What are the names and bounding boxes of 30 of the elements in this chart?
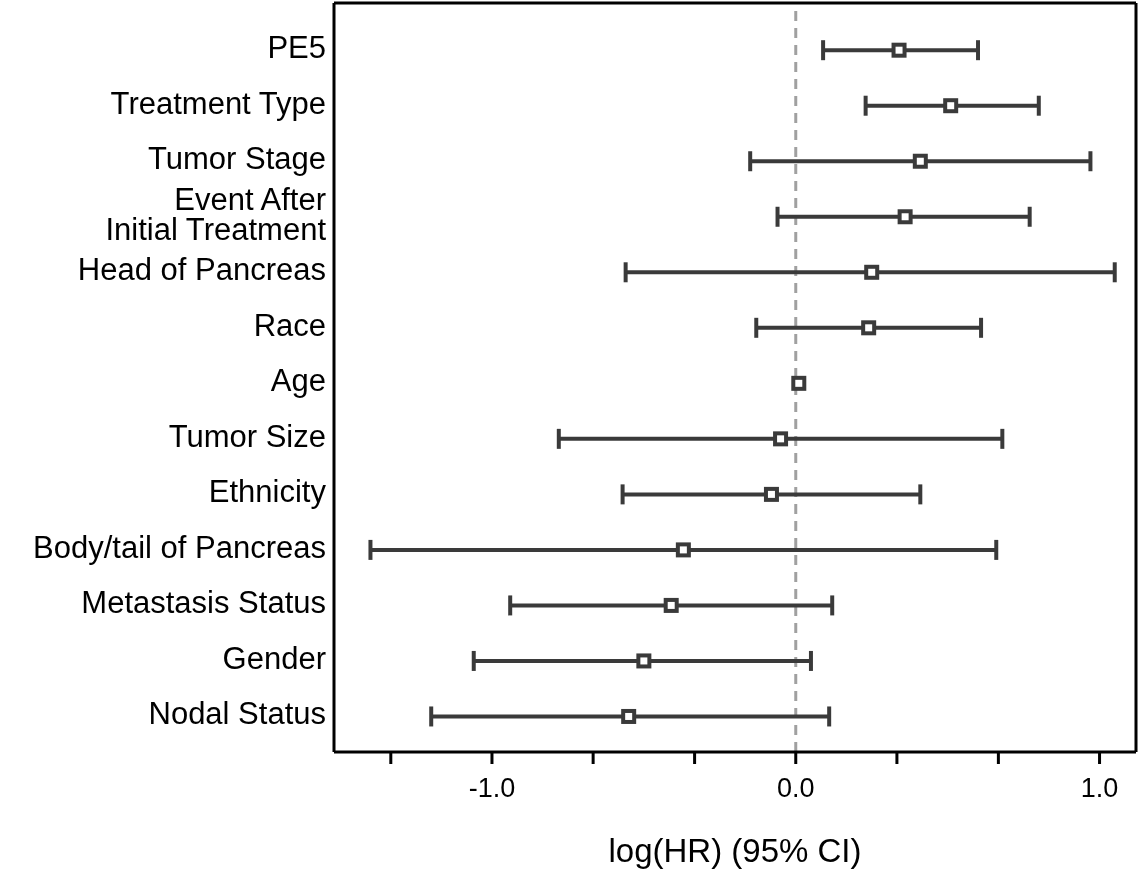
point [636, 653, 652, 669]
point [791, 375, 807, 391]
y-tick-label: Tumor Size [168, 418, 326, 454]
y-tick-label: Age [270, 363, 326, 399]
y-tick-label: Ethnicity [208, 474, 327, 510]
y-tick-label: Race [253, 307, 326, 343]
y-tick-label: Tumor Stage [147, 141, 326, 177]
y-tick-label: Nodal Status [148, 696, 326, 732]
point [675, 542, 691, 558]
x-tick-label: -1.0 [468, 773, 516, 804]
y-tick-label: Body/tail of Pancreas [33, 529, 326, 565]
y-tick-label: Head of Pancreas [77, 252, 326, 288]
y-tick-label: Treatment Type [110, 85, 326, 121]
point [621, 708, 637, 724]
point [891, 42, 907, 58]
point [773, 431, 789, 447]
y-tick-label: Gender [222, 640, 326, 676]
point [864, 264, 880, 280]
x-tick-label: 1.0 [1080, 773, 1119, 804]
point [663, 597, 679, 613]
y-tick-label: PE5 [267, 30, 326, 66]
point [861, 320, 877, 336]
y-tick-label: Metastasis Status [81, 585, 326, 621]
point [912, 153, 928, 169]
point [897, 209, 913, 225]
point [943, 98, 959, 114]
point [763, 486, 779, 502]
x-tick-label: 0.0 [776, 773, 815, 804]
y-tick-label: Event After Initial Treatment [105, 181, 327, 247]
x-axis-title: log(HR) (95% CI) [608, 832, 862, 869]
